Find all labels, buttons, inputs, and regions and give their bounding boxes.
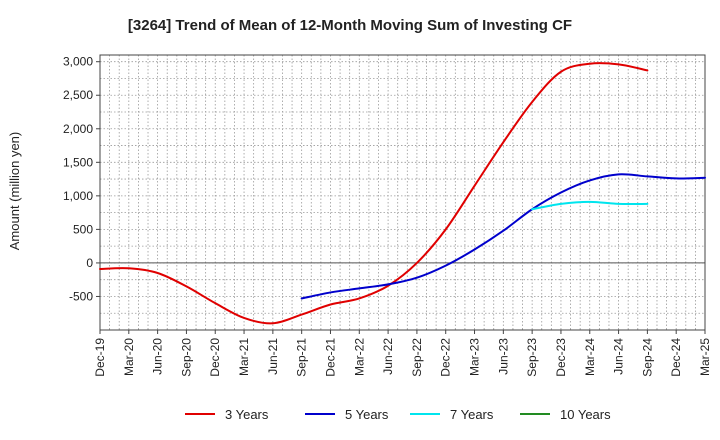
legend-label: 3 Years	[225, 407, 269, 422]
x-tick-label: Mar-20	[122, 338, 136, 376]
x-tick-label: Mar-25	[698, 338, 712, 376]
chart-title: [3264] Trend of Mean of 12-Month Moving …	[128, 17, 572, 34]
y-tick-label: 1,000	[63, 189, 93, 203]
y-axis-label: Amount (million yen)	[7, 132, 22, 251]
grid	[99, 55, 706, 331]
x-tick-label: Dec-22	[439, 338, 453, 377]
x-tick-label: Sep-23	[525, 338, 539, 377]
y-tick-label: 1,500	[63, 155, 93, 169]
x-tick-label: Jun-21	[266, 338, 280, 375]
x-tick-label: Sep-20	[179, 338, 193, 377]
x-tick-label: Dec-21	[323, 338, 337, 377]
x-tick-label: Sep-24	[640, 338, 654, 377]
legend-label: 7 Years	[450, 407, 494, 422]
legend-label: 5 Years	[345, 407, 389, 422]
y-tick-label: 0	[86, 256, 93, 270]
x-tick-label: Mar-21	[237, 338, 251, 376]
x-tick-label: Dec-24	[669, 338, 683, 377]
x-tick-label: Dec-20	[208, 338, 222, 377]
x-tick-label: Dec-23	[554, 338, 568, 377]
legend-label: 10 Years	[560, 407, 611, 422]
series-lines	[99, 62, 706, 325]
legend: 3 Years 5 Years 7 Years 10 Years	[185, 407, 611, 422]
y-tick-label: 500	[73, 222, 93, 236]
x-tick-label: Mar-22	[352, 338, 366, 376]
series-line-5-years	[300, 173, 706, 300]
series-line-3-years	[99, 62, 649, 325]
y-tick-label: 2,500	[63, 88, 93, 102]
y-tick-label: 3,000	[63, 55, 93, 69]
x-tick-label: Jun-23	[496, 338, 510, 375]
y-tick-label: -500	[69, 289, 93, 303]
series-line-7-years	[531, 200, 649, 211]
x-tick-label: Jun-22	[381, 338, 395, 375]
x-tick-label: Sep-22	[410, 338, 424, 377]
x-tick-label: Mar-23	[468, 338, 482, 376]
y-tick-label: 2,000	[63, 122, 93, 136]
x-tick-label: Sep-21	[295, 338, 309, 377]
plot-frame	[99, 54, 706, 331]
x-tick-label: Mar-24	[583, 338, 597, 376]
axes: -500 0 500 1,000 1,500 2,000 2,500 3,000 Dec-19 M…	[63, 54, 712, 377]
x-tick-label: Dec-19	[93, 338, 107, 377]
x-tick-label: Jun-20	[151, 338, 165, 375]
x-tick-label: Jun-24	[612, 338, 626, 375]
